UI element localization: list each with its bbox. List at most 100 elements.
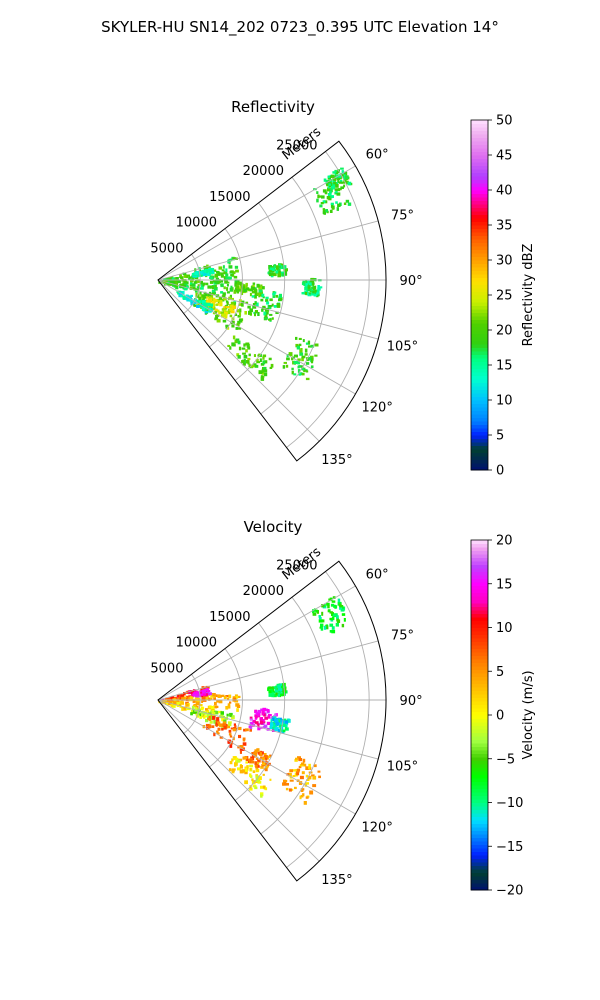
echo-cell xyxy=(303,282,306,286)
echo-cell xyxy=(228,276,232,280)
echo-cell xyxy=(294,759,298,762)
echo-cell xyxy=(263,360,268,364)
echo-cell xyxy=(297,756,301,759)
echo-cell xyxy=(195,694,199,698)
echo-cell xyxy=(258,284,261,287)
echo-cell xyxy=(223,309,227,313)
echo-cell xyxy=(301,372,305,376)
echo-cell xyxy=(281,693,285,697)
echo-cell xyxy=(192,699,195,704)
colorbar-swatch xyxy=(471,459,488,464)
colorbar-swatch xyxy=(471,641,488,646)
echo-cell xyxy=(326,196,331,200)
echo-cell xyxy=(280,724,285,727)
colorbar-tick-label: 35 xyxy=(496,219,513,234)
echo-cell xyxy=(275,721,280,726)
echo-cell xyxy=(266,301,270,305)
colorbar-swatch xyxy=(471,813,488,817)
echo-cell xyxy=(276,265,281,269)
echo-cell xyxy=(265,765,269,769)
echo-cell xyxy=(249,288,253,292)
echo-cell xyxy=(232,728,236,732)
echo-cell xyxy=(220,291,224,294)
echo-cell xyxy=(221,269,225,272)
echo-cell xyxy=(220,711,224,715)
echo-cell xyxy=(257,752,260,755)
echo-cell xyxy=(225,273,229,277)
echo-cell xyxy=(295,757,299,760)
echo-cell xyxy=(175,281,179,285)
colorbar-swatch xyxy=(471,221,488,226)
echo-cell xyxy=(170,704,174,707)
echo-cell xyxy=(261,760,265,763)
echo-cell xyxy=(210,697,213,700)
echo-cell xyxy=(327,187,331,192)
echo-cell xyxy=(228,296,232,301)
echo-cell xyxy=(302,339,305,343)
echo-cell xyxy=(217,721,221,724)
echo-cell xyxy=(271,303,274,307)
echo-cell xyxy=(310,355,314,360)
echo-cell xyxy=(194,277,197,280)
echo-cell xyxy=(252,284,255,288)
echo-cell xyxy=(286,357,290,361)
colorbar-tick-label: 45 xyxy=(496,149,513,164)
echo-cell xyxy=(198,296,202,301)
echo-cell xyxy=(291,788,294,791)
echo-cell xyxy=(196,279,201,283)
echo-cell xyxy=(278,270,281,274)
echo-cell xyxy=(206,302,211,306)
colorbar-swatch xyxy=(471,330,488,334)
echo-cell xyxy=(238,734,242,739)
echo-cell xyxy=(259,292,263,295)
echo-cell xyxy=(261,720,266,724)
colorbar-swatch xyxy=(471,368,488,373)
colorbar-label: Reflectivity dBZ xyxy=(521,244,536,347)
echo-cell xyxy=(189,283,193,287)
colorbar-swatch xyxy=(471,249,488,254)
echo-cell xyxy=(230,285,233,289)
echo-cell xyxy=(211,725,215,728)
echo-cell xyxy=(260,377,265,381)
colorbar-swatch xyxy=(471,295,488,299)
echo-cell xyxy=(236,323,240,327)
echo-cell xyxy=(204,293,208,297)
colorbar-swatch xyxy=(471,634,488,639)
echo-cell xyxy=(199,280,203,285)
echo-cell xyxy=(262,773,265,776)
echo-cell xyxy=(339,606,342,610)
echo-cell xyxy=(318,616,322,620)
echo-cell xyxy=(312,775,317,780)
colorbar-swatch xyxy=(471,134,488,138)
echo-cell xyxy=(307,288,311,292)
echo-cell xyxy=(181,707,184,711)
echo-cell xyxy=(264,314,268,318)
colorbar-swatch xyxy=(471,736,488,740)
echo-cell xyxy=(222,721,226,725)
echo-cell xyxy=(331,612,334,616)
echo-cell xyxy=(335,201,338,204)
echo-cell xyxy=(238,312,242,316)
echo-cell xyxy=(291,370,294,375)
echo-cell xyxy=(245,301,249,304)
colorbar-swatch xyxy=(471,435,488,439)
echo-cell xyxy=(210,271,213,275)
echo-cell xyxy=(209,720,213,724)
echo-cell xyxy=(330,204,334,208)
reflectivity-panel: Reflectivity500010000150002000025000Mete… xyxy=(150,98,536,479)
echo-cell xyxy=(262,296,265,299)
echo-cell xyxy=(303,369,306,373)
colorbar-swatch xyxy=(471,589,488,593)
echo-cell xyxy=(255,768,260,773)
colorbar-swatch xyxy=(471,575,488,579)
colorbar-swatch xyxy=(471,540,488,544)
echo-cell xyxy=(218,700,223,704)
echo-cell xyxy=(265,299,269,302)
echo-cell xyxy=(312,612,317,616)
echo-cell xyxy=(193,288,197,291)
echo-cell xyxy=(274,689,279,693)
echo-cell xyxy=(220,296,223,300)
echo-cell xyxy=(214,308,218,312)
echo-cell xyxy=(249,728,252,732)
